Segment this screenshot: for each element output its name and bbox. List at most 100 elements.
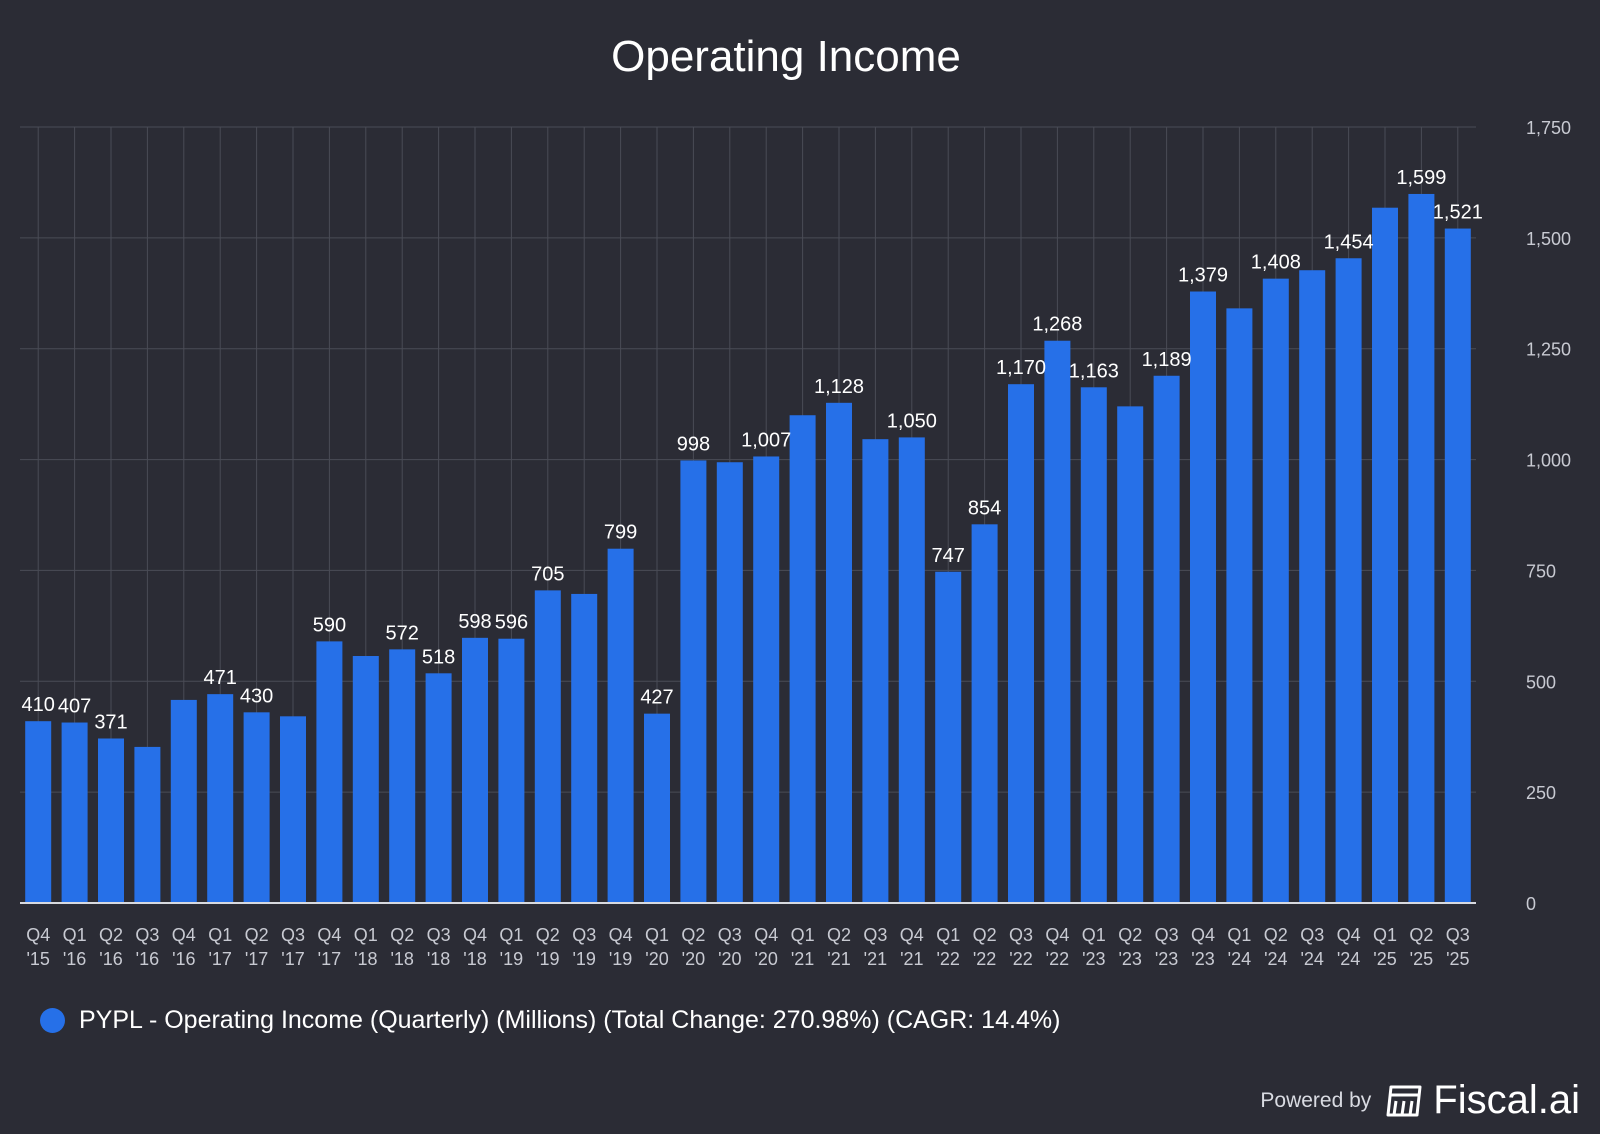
x-tick-label: Q3'16 [135,925,159,969]
y-tick-label: 1,250 [1526,340,1571,360]
x-tick-label: Q1'21 [791,925,815,969]
bar [1444,228,1471,903]
data-label: 1,170 [996,357,1046,379]
x-tick-label: Q1'25 [1373,925,1397,969]
x-tick-label: Q3'23 [1155,925,1179,969]
data-label: 407 [58,696,91,718]
bar [607,548,634,903]
data-label: 747 [932,545,965,567]
x-tick-label: Q2'24 [1264,925,1288,969]
x-tick-label: Q2'21 [827,925,851,969]
bar [98,738,124,903]
x-tick-label: Q4'18 [463,925,487,969]
bar [425,673,452,903]
bar [644,713,670,903]
bar [862,439,889,903]
data-label: 596 [495,612,528,634]
bar [61,722,88,903]
bar [1080,387,1107,903]
y-tick-label: 1,000 [1526,451,1571,471]
bar [716,462,743,903]
x-tick-label: Q1'18 [354,925,378,969]
bar [1408,193,1435,904]
data-label: 1,521 [1433,202,1483,224]
x-tick-label: Q2'17 [245,925,269,969]
data-label: 1,268 [1032,314,1082,336]
x-tick-label: Q1'22 [936,925,960,969]
bar [1008,384,1034,903]
chart-title: Operating Income [611,32,961,81]
bar [1190,291,1216,904]
x-tick-label: Q2'18 [390,925,414,969]
bar [1117,406,1144,903]
x-tick-label: Q3'18 [427,925,451,969]
bar [571,593,598,903]
data-label: 705 [531,563,564,585]
x-tick-label: Q4'20 [754,925,778,969]
x-tick-label: Q1'17 [208,925,232,969]
data-label: 1,163 [1069,360,1119,382]
x-tick-label: Q4'23 [1191,925,1215,969]
data-label: 518 [422,646,455,668]
bar [243,712,270,903]
brand-name: Fiscal.ai [1433,1078,1580,1122]
x-tick-label: Q3'20 [718,925,742,969]
bar [316,641,343,903]
x-tick-label: Q4'22 [1045,925,1069,969]
powered-by-footer[interactable]: Powered by Fiscal.ai [1260,1078,1580,1123]
data-label: 1,189 [1142,349,1192,371]
y-tick-label: 1,750 [1526,118,1571,138]
bar [1044,340,1071,904]
data-label: 410 [22,694,55,716]
x-tick-label: Q1'23 [1082,925,1106,969]
x-tick-label: Q4'24 [1337,925,1361,969]
x-tick-label: Q4'19 [609,925,633,969]
legend-label: PYPL - Operating Income (Quarterly) (Mil… [79,1006,1061,1034]
bar [534,590,561,903]
x-tick-label: Q4'16 [172,925,196,969]
legend[interactable]: PYPL - Operating Income (Quarterly) (Mil… [40,1006,1060,1035]
x-tick-label: Q2'23 [1118,925,1142,969]
x-tick-label: Q1'16 [63,925,87,969]
bar [170,699,197,903]
x-tick-label: Q3'19 [572,925,596,969]
bar [753,456,780,903]
bar [462,637,488,903]
x-tick-label: Q1'20 [645,925,669,969]
bar [498,638,525,903]
bar [826,402,852,903]
x-tick-label: Q2'19 [536,925,560,969]
data-label: 998 [677,433,710,455]
data-label: 371 [94,711,127,733]
x-tick-label: Q3'17 [281,925,305,969]
data-label: 799 [604,522,637,544]
data-label: 1,007 [741,429,791,451]
data-label: 590 [313,614,346,636]
x-tick-label: Q4'15 [26,925,50,969]
bar [389,649,416,903]
data-label: 1,599 [1396,167,1446,189]
bar [280,716,306,903]
x-tick-label: Q2'22 [973,925,997,969]
y-tick-label: 250 [1526,783,1556,803]
x-tick-label: Q2'16 [99,925,123,969]
x-tick-label: Q1'19 [499,925,523,969]
data-label: 1,408 [1251,252,1301,274]
data-label: 1,128 [814,376,864,398]
data-label: 471 [204,667,237,689]
legend-marker [40,1008,65,1033]
data-label: 1,379 [1178,265,1228,287]
x-tick-label: Q2'20 [681,925,705,969]
x-tick-label: Q3'25 [1446,925,1470,969]
fiscal-ai-logo-icon [1386,1085,1422,1116]
bar [1153,375,1180,903]
bar [898,437,925,903]
bar [971,524,998,903]
bar [1262,278,1289,903]
data-label: 854 [968,497,1001,519]
bar [789,415,816,903]
data-label: 1,050 [887,410,937,432]
bar [25,721,52,903]
